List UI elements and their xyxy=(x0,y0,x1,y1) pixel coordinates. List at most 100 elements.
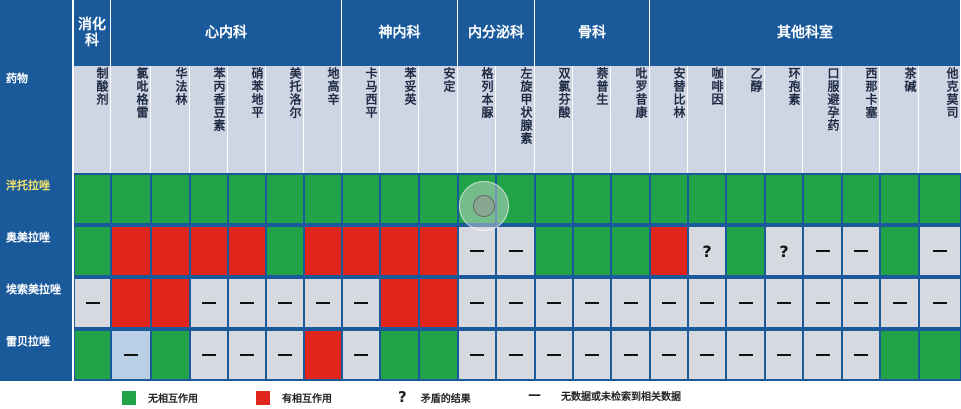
no-data-dash xyxy=(738,354,753,356)
interaction-cell xyxy=(420,279,457,327)
no-data-dash xyxy=(202,302,216,304)
no-data-dash xyxy=(470,354,484,356)
legend-contradictory-label: 矛盾的结果 xyxy=(420,393,471,405)
interaction-cell: ? xyxy=(766,227,802,275)
drug-header: 咖啡因 xyxy=(688,66,726,173)
interaction-cell xyxy=(920,331,960,379)
group-header: 骨科 xyxy=(535,0,650,66)
drug-header-label: 咖啡因 xyxy=(710,67,724,106)
no-data-dash xyxy=(933,302,947,304)
interaction-cell xyxy=(727,279,764,327)
no-data-dash xyxy=(815,250,830,252)
no-data-dash xyxy=(738,302,753,304)
drug-header: 吡罗昔康 xyxy=(611,66,650,173)
interaction-cell xyxy=(843,331,879,379)
interaction-cell xyxy=(497,331,534,379)
no-data-dash xyxy=(354,354,368,356)
click-indicator-center xyxy=(473,195,495,217)
corner-blank xyxy=(0,0,74,66)
interaction-cell xyxy=(267,175,303,223)
no-data-dash xyxy=(470,302,484,304)
interaction-cell xyxy=(804,175,841,223)
no-data-dash xyxy=(623,354,638,356)
interaction-cell xyxy=(75,331,110,379)
drug-header: 双氯芬酸 xyxy=(535,66,573,173)
drug-header: 硝苯地平 xyxy=(228,66,266,173)
interaction-cell xyxy=(574,331,610,379)
interaction-cell xyxy=(651,279,687,327)
interaction-cell xyxy=(343,175,379,223)
interaction-cell xyxy=(727,227,764,275)
no-data-dash xyxy=(662,354,676,356)
interaction-cell xyxy=(766,331,802,379)
interaction-cell xyxy=(459,227,495,275)
interaction-cell xyxy=(612,331,649,379)
drug-header-label: 硝苯地平 xyxy=(250,67,264,119)
interaction-cell xyxy=(420,331,457,379)
interaction-cell xyxy=(766,279,802,327)
interaction-cell xyxy=(381,279,418,327)
legend-green-swatch xyxy=(122,390,136,405)
interaction-cell xyxy=(536,175,572,223)
interaction-cell xyxy=(75,175,110,223)
drug-header: 苯丙香豆素 xyxy=(190,66,228,173)
interaction-cell xyxy=(612,227,649,275)
interaction-cell xyxy=(420,175,457,223)
interaction-cell xyxy=(574,175,610,223)
drug-header: 华法林 xyxy=(151,66,190,173)
interaction-cell xyxy=(459,331,495,379)
legend-red-swatch xyxy=(256,390,270,405)
interaction-cell xyxy=(229,279,265,327)
interaction-cell xyxy=(381,227,418,275)
drug-header-label: 口服避孕药 xyxy=(826,67,840,132)
legend: 无相互作用 有相互作用 ? 矛盾的结果 — 无数据或未检索到相关数据 xyxy=(0,386,961,408)
drug-header: 安定 xyxy=(419,66,458,173)
legend-contradictory: ? 矛盾的结果 xyxy=(398,388,471,406)
drug-header-label: 左旋甲状腺素 xyxy=(519,67,533,145)
interaction-cell xyxy=(343,227,379,275)
interaction-cell xyxy=(766,175,802,223)
drug-header-label: 苯丙香豆素 xyxy=(212,67,226,132)
interaction-cell xyxy=(881,279,918,327)
interaction-cell xyxy=(920,227,960,275)
no-data-dash xyxy=(316,302,330,304)
group-header: 心内科 xyxy=(111,0,342,66)
drug-header-label: 华法林 xyxy=(174,67,188,106)
legend-no-data-label: 无数据或未检索到相关数据 xyxy=(561,392,681,403)
interaction-cell xyxy=(497,227,534,275)
legend-dash-symbol: — xyxy=(528,388,541,403)
interaction-cell xyxy=(881,227,918,275)
no-data-dash xyxy=(585,302,599,304)
drug-header: 他克莫司 xyxy=(919,66,961,173)
interaction-cell xyxy=(727,331,764,379)
legend-interaction-label: 有相互作用 xyxy=(282,394,332,405)
drug-header: 西那卡塞 xyxy=(842,66,880,173)
drug-header: 左旋甲状腺素 xyxy=(496,66,535,173)
no-data-dash xyxy=(354,302,368,304)
drug-header: 地高辛 xyxy=(304,66,342,173)
drug-header-label: 他克莫司 xyxy=(945,67,959,119)
group-header: 消化科 xyxy=(74,0,111,66)
no-data-dash xyxy=(700,302,714,304)
no-data-dash xyxy=(278,302,292,304)
group-header: 其他科室 xyxy=(650,0,961,66)
interaction-cell xyxy=(881,175,918,223)
interaction-cell xyxy=(651,227,687,275)
legend-no-interaction-label: 无相互作用 xyxy=(148,394,198,405)
interaction-cell xyxy=(152,279,189,327)
interaction-cell xyxy=(689,279,725,327)
interaction-cell xyxy=(191,279,227,327)
no-data-dash xyxy=(240,354,254,356)
interaction-cell xyxy=(152,227,189,275)
interaction-cell xyxy=(112,331,150,379)
interaction-cell xyxy=(574,279,610,327)
no-data-dash xyxy=(85,302,100,304)
interaction-cell xyxy=(920,279,960,327)
drug-header-label: 环孢素 xyxy=(787,67,801,106)
interaction-cell xyxy=(305,279,341,327)
interaction-cell xyxy=(689,331,725,379)
interaction-cell xyxy=(804,331,841,379)
interaction-cell xyxy=(536,279,572,327)
interaction-cell xyxy=(267,227,303,275)
row-label: 奥美拉唑 xyxy=(0,225,74,277)
